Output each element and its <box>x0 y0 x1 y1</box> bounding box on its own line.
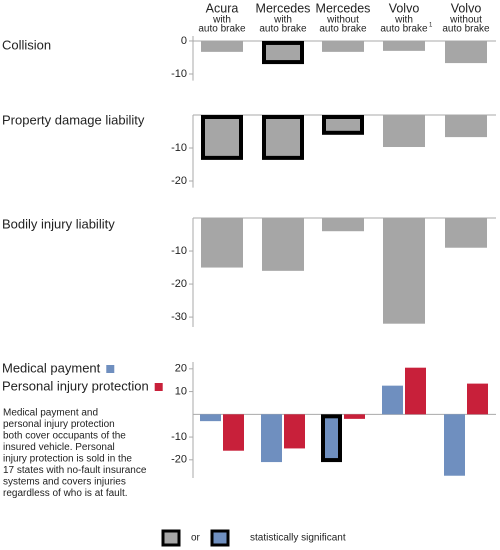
bar <box>445 115 487 138</box>
y-tick-label: -10 <box>171 142 187 154</box>
note-line: both cover occupants of the <box>3 431 126 442</box>
column-name: Volvo <box>389 1 420 15</box>
y-tick-label: 0 <box>181 35 187 47</box>
note-line: regardless of who is at fault. <box>3 488 128 499</box>
bar <box>284 414 305 449</box>
bar <box>262 40 304 65</box>
bar <box>383 40 425 51</box>
bar <box>383 218 425 324</box>
bar <box>200 414 221 422</box>
legend-label: statistically significant <box>250 533 346 544</box>
legend-label: Personal injury protection <box>2 378 149 393</box>
bar <box>445 40 487 64</box>
column-detail: with <box>394 15 413 26</box>
bar <box>201 218 243 268</box>
panel-title: Collision <box>2 37 51 52</box>
column-detail: with <box>273 15 292 26</box>
y-tick-label: 10 <box>175 385 187 397</box>
column-detail: auto brake <box>380 24 428 35</box>
y-tick-label: 20 <box>175 363 187 375</box>
bar <box>445 218 487 248</box>
column-detail: auto brake <box>259 24 307 35</box>
y-tick-label: -20 <box>171 454 187 466</box>
bar <box>262 218 304 271</box>
column-detail: without <box>326 15 359 26</box>
y-tick-label: -20 <box>171 278 187 290</box>
bar <box>261 414 282 463</box>
footnote-ref: 1 <box>429 23 433 29</box>
legend-swatch <box>154 383 163 391</box>
legend-swatch <box>106 365 115 373</box>
legend-label: Medical payment <box>2 360 101 375</box>
column-detail: auto brake <box>198 24 246 35</box>
column-name: Mercedes <box>256 1 311 15</box>
y-tick-label: -20 <box>171 175 187 187</box>
bar <box>321 414 342 463</box>
bar <box>405 367 426 415</box>
bar <box>383 115 425 148</box>
legend-or: or <box>191 533 201 544</box>
column-name: Volvo <box>451 1 482 15</box>
bar <box>444 414 465 476</box>
y-tick-label: -10 <box>171 431 187 443</box>
note-line: insured vehicle. Personal <box>3 442 115 453</box>
bar <box>322 40 364 52</box>
bar <box>322 115 364 135</box>
column-detail: without <box>449 15 482 26</box>
column-detail: auto brake <box>319 24 367 35</box>
bar <box>382 385 403 415</box>
legend-significant-gray <box>161 529 181 547</box>
note-line: personal injury protection <box>3 419 115 430</box>
note-line: Medical payment and <box>3 408 98 419</box>
y-tick-label: -30 <box>171 311 187 323</box>
column-detail: with <box>212 15 231 26</box>
panel-title: Bodily injury liability <box>2 216 115 231</box>
bar <box>467 383 488 415</box>
column-name: Acura <box>206 1 239 15</box>
y-tick-label: -10 <box>171 245 187 257</box>
panel-title: Property damage liability <box>2 112 145 127</box>
y-tick-label: -10 <box>171 68 187 80</box>
note-line: systems and covers injuries <box>3 477 126 488</box>
bar <box>262 115 304 160</box>
column-name: Mercedes <box>316 1 371 15</box>
bar <box>322 218 364 232</box>
note-line: 17 states with no-fault insurance <box>3 465 147 476</box>
bar <box>201 40 243 52</box>
note-line: injury protection is sold in the <box>3 454 132 465</box>
column-detail: auto brake <box>442 24 490 35</box>
bar <box>201 115 243 160</box>
legend-significant-blue <box>210 529 230 547</box>
bar <box>344 414 365 419</box>
bar <box>223 414 244 451</box>
